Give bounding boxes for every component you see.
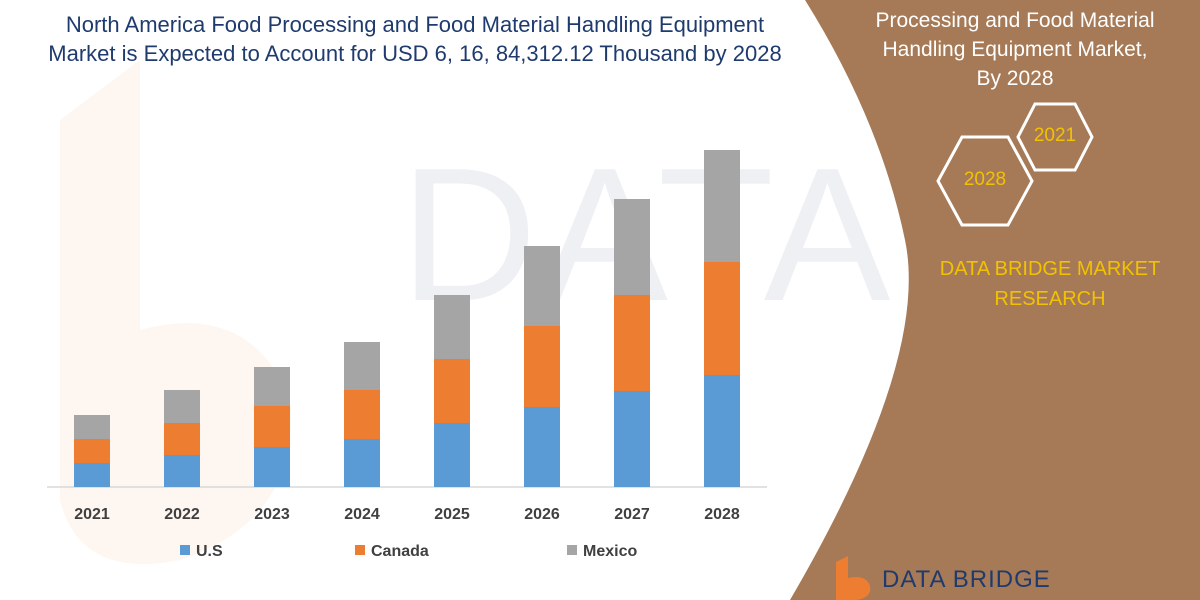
hexagon-2021 (1016, 102, 1094, 172)
brand-name-line-2: RESEARCH (994, 288, 1106, 310)
bar-canada-2025 (434, 359, 470, 423)
bar-mexico-2028 (704, 150, 740, 262)
logo-icon (836, 556, 871, 600)
legend-label-mexico: Mexico (583, 543, 637, 560)
bar-mexico-2024 (344, 342, 380, 390)
x-tick-label-2021: 2021 (74, 506, 110, 523)
legend-label-us: U.S (196, 543, 223, 560)
x-tick-label-2025: 2025 (434, 506, 470, 523)
hexagon-label-2028: 2028 (963, 169, 1007, 190)
legend-swatch-mexico (567, 545, 577, 555)
bar-us-2024 (344, 439, 380, 487)
bar-mexico-2022 (164, 390, 200, 423)
bar-canada-2022 (164, 423, 200, 455)
watermark-b-logo (60, 60, 291, 564)
bar-mexico-2026 (524, 246, 560, 326)
bar-us-2028 (704, 375, 740, 487)
panel-title: Processing and Food Material Handling Eq… (830, 6, 1200, 93)
x-tick-label-2028: 2028 (704, 506, 740, 523)
bar-us-2025 (434, 423, 470, 487)
legend-swatch-us (180, 545, 190, 555)
bar-canada-2028 (704, 262, 740, 375)
panel-title-line-3: By 2028 (976, 67, 1054, 90)
bar-canada-2023 (254, 406, 290, 447)
x-tick-label-2023: 2023 (254, 506, 290, 523)
panel-title-line-2: Handling Equipment Market, (882, 38, 1148, 61)
bar-mexico-2025 (434, 295, 470, 359)
bar-mexico-2027 (614, 199, 650, 295)
bar-canada-2026 (524, 326, 560, 407)
right-panel (790, 0, 1200, 600)
bar-us-2022 (164, 455, 200, 487)
bar-us-2023 (254, 447, 290, 487)
x-tick-label-2026: 2026 (524, 506, 560, 523)
legend-label-canada: Canada (371, 543, 429, 560)
chart-title-line-2: Market is Expected to Account for USD 6,… (48, 41, 782, 66)
x-tick-label-2024: 2024 (344, 506, 380, 523)
x-tick-label-2027: 2027 (614, 506, 650, 523)
bar-mexico-2021 (74, 415, 110, 439)
chart-title-line-1: North America Food Processing and Food M… (65, 12, 765, 37)
logo-text: DATA BRIDGE (882, 566, 1051, 593)
x-tick-labels: 2021 2022 2023 2024 2025 2026 2027 2028 (74, 506, 740, 523)
bar-canada-2021 (74, 439, 110, 463)
bar-us-2021 (74, 463, 110, 487)
bar-canada-2024 (344, 390, 380, 439)
chart-title: North America Food Processing and Food M… (20, 10, 810, 68)
brand-name-line-1: DATA BRIDGE MARKET (939, 258, 1161, 280)
bar-us-2026 (524, 407, 560, 487)
x-tick-label-2022: 2022 (164, 506, 200, 523)
legend: U.S Canada Mexico (180, 543, 637, 560)
bars-group (74, 150, 740, 487)
brand-name: DATA BRIDGE MARKET RESEARCH (915, 254, 1185, 314)
hexagon-label-2021: 2021 (1033, 125, 1077, 146)
hexagon-2028 (936, 135, 1034, 227)
bar-us-2027 (614, 391, 650, 487)
legend-swatch-canada (355, 545, 365, 555)
panel-title-line-1: Processing and Food Material (875, 9, 1155, 32)
bar-mexico-2023 (254, 367, 290, 406)
bar-canada-2027 (614, 295, 650, 391)
